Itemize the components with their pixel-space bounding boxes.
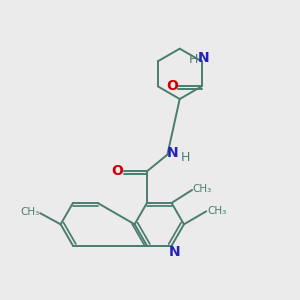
Text: O: O bbox=[111, 164, 123, 178]
Text: N: N bbox=[198, 51, 209, 65]
Text: CH₃: CH₃ bbox=[193, 184, 212, 194]
Text: H: H bbox=[189, 53, 198, 66]
Text: CH₃: CH₃ bbox=[20, 207, 39, 218]
Text: CH₃: CH₃ bbox=[207, 206, 226, 216]
Text: N: N bbox=[167, 146, 179, 160]
Text: O: O bbox=[166, 80, 178, 93]
Text: H: H bbox=[181, 151, 190, 164]
Text: N: N bbox=[169, 245, 180, 260]
